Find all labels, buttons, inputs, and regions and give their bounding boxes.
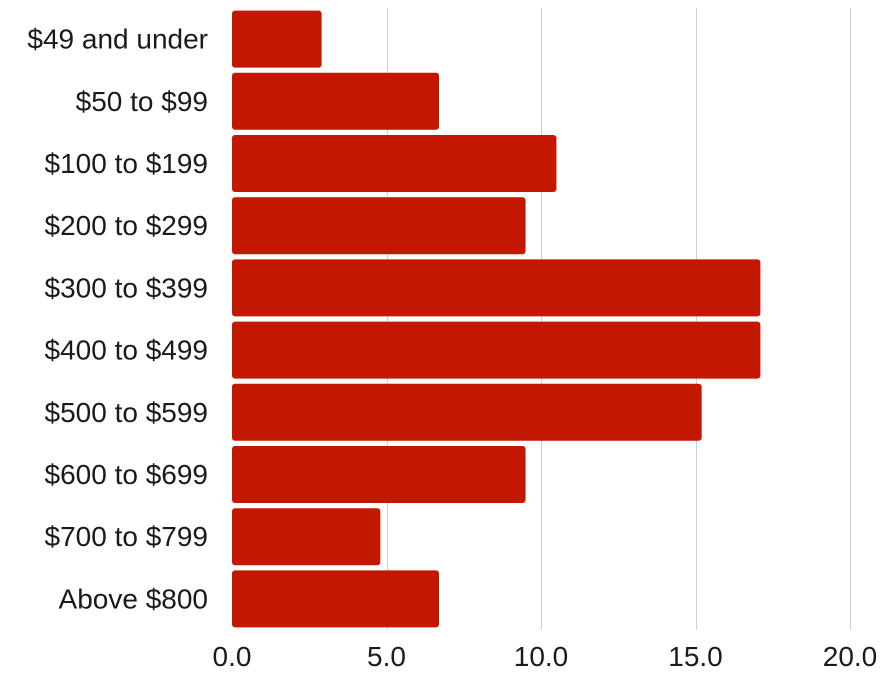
category-label-0: $49 and under: [27, 24, 208, 55]
x-tick-label-4: 20.0: [823, 641, 878, 672]
bar-9: [232, 570, 440, 628]
category-label-1: $50 to $99: [76, 86, 208, 117]
category-label-2: $100 to $199: [45, 148, 209, 179]
x-tick-label-3: 15.0: [668, 641, 723, 672]
category-label-5: $400 to $499: [45, 335, 209, 366]
bars: [232, 10, 761, 628]
bar-0: [232, 10, 322, 68]
bar-2: [232, 135, 557, 192]
category-labels: $49 and under $50 to $99 $100 to $199 $200 …: [27, 24, 208, 615]
category-label-7: $600 to $699: [45, 459, 209, 490]
x-tick-label-0: 0.0: [213, 641, 252, 672]
bar-6: [232, 383, 702, 441]
x-tick-label-1: 5.0: [367, 641, 406, 672]
bar-5: [232, 321, 761, 379]
bar-1: [232, 72, 440, 130]
category-label-3: $200 to $299: [45, 210, 209, 241]
x-tick-label-2: 10.0: [514, 641, 569, 672]
bar-4: [232, 259, 761, 317]
category-label-4: $300 to $399: [45, 272, 209, 303]
bar-8: [232, 508, 381, 566]
category-label-6: $500 to $599: [45, 397, 209, 428]
bar-3: [232, 197, 526, 255]
x-tick-labels: 0.0 5.0 10.0 15.0 20.0: [213, 641, 878, 672]
gridlines: [387, 8, 851, 630]
category-label-8: $700 to $799: [45, 521, 209, 552]
bar-7: [232, 446, 526, 503]
category-label-9: Above $800: [59, 583, 208, 614]
